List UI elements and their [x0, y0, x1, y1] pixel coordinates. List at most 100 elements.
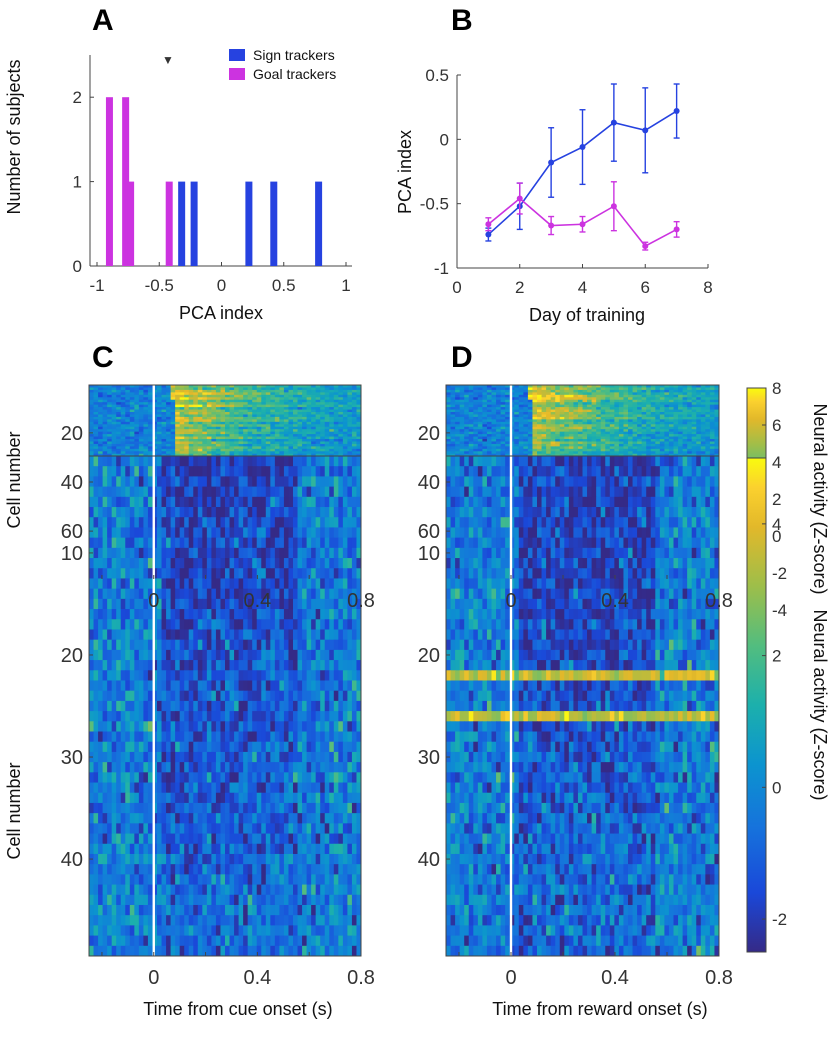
heatmap-cell — [315, 412, 321, 415]
heatmap-cell — [288, 448, 294, 452]
heatmap-cell — [329, 453, 335, 457]
heatmap-cell — [306, 394, 312, 398]
heatmap-cell — [166, 429, 172, 433]
heatmap-cell — [265, 387, 271, 391]
heatmap-cell — [293, 441, 299, 445]
heatmap-cell — [315, 446, 321, 450]
heatmap-cell — [188, 426, 194, 430]
heatmap-cell — [225, 416, 231, 420]
heatmap-cell — [256, 412, 262, 415]
heatmap-cell — [202, 409, 208, 413]
heatmap-cell — [225, 453, 231, 457]
heatmap-cell — [591, 385, 597, 388]
heatmap-cell — [329, 399, 335, 403]
heatmap-cell — [206, 426, 212, 430]
heatmap-cell — [188, 421, 194, 425]
heatmap-cell — [147, 424, 153, 428]
heatmap-cell — [315, 429, 321, 433]
heatmap-cell — [152, 412, 158, 415]
heatmap-cell — [125, 448, 131, 452]
heatmap-cell — [329, 421, 335, 425]
heatmap-cell — [193, 426, 199, 430]
heatmap-cell — [120, 404, 126, 408]
heatmap-cell — [125, 387, 131, 391]
heatmap-cell — [147, 421, 153, 425]
heatmap-cell — [283, 389, 289, 393]
heatmap-cell — [161, 389, 167, 393]
heatmap-cell — [202, 453, 208, 457]
heatmap-cell — [279, 446, 285, 450]
heatmap-cell — [193, 443, 199, 447]
heatmap-cell — [184, 448, 190, 452]
heatmap-cell — [107, 439, 113, 442]
heatmap-cell — [238, 443, 244, 447]
heatmap-cell — [238, 412, 244, 415]
heatmap-cell — [306, 446, 312, 450]
heatmap-cell — [320, 426, 326, 430]
heatmap-cell — [89, 421, 95, 425]
heatmap-cell — [338, 421, 344, 425]
heatmap-cell — [338, 399, 344, 403]
heatmap-cell — [302, 421, 308, 425]
heatmap-cell — [329, 446, 335, 450]
heatmap-cell — [320, 385, 326, 388]
heatmap-cell — [261, 434, 267, 438]
heatmap-cell — [293, 404, 299, 408]
heatmap-cell — [179, 421, 185, 425]
heatmap-cell — [333, 397, 339, 401]
heatmap-cell — [306, 439, 312, 442]
heatmap-cell — [116, 439, 122, 442]
heatmap-cell — [93, 392, 99, 396]
heatmap-cell — [220, 439, 226, 442]
heatmap-cell — [175, 404, 181, 408]
heatmap-cell — [89, 407, 95, 411]
heatmap-cell — [265, 441, 271, 445]
heatmap-cell — [225, 404, 231, 408]
heatmap-cell — [311, 399, 317, 403]
heatmap-cell — [211, 394, 217, 398]
heatmap-cell — [356, 441, 362, 445]
heatmap-cell — [546, 385, 552, 388]
heatmap-cell — [225, 397, 231, 401]
heatmap-cell — [482, 385, 488, 388]
heatmap-cell — [202, 441, 208, 445]
panel-b-point-sign — [548, 159, 555, 166]
heatmap-cell — [302, 424, 308, 428]
heatmap-cell — [111, 448, 117, 452]
heatmap-cell — [261, 416, 267, 420]
heatmap-cell — [324, 399, 330, 403]
heatmap-cell — [347, 451, 353, 455]
heatmap-cell — [170, 443, 176, 447]
heatmap-cell — [206, 429, 212, 433]
heatmap-cell — [546, 387, 552, 391]
heatmap-cell — [197, 426, 203, 430]
heatmap-cell — [220, 451, 226, 455]
heatmap-cell — [338, 389, 344, 393]
heatmap-cell — [320, 446, 326, 450]
panel-a-bar-goal-0 — [105, 97, 113, 266]
heatmap-cell — [265, 451, 271, 455]
heatmap-cell — [116, 429, 122, 433]
heatmap-cell — [229, 439, 235, 442]
heatmap-cell — [247, 385, 253, 388]
heatmap-cell — [324, 409, 330, 413]
heatmap-cell — [188, 446, 194, 450]
heatmap-cell — [184, 419, 190, 423]
heatmap-cell — [211, 441, 217, 445]
heatmap-cell — [234, 439, 240, 442]
heatmap-cell — [333, 385, 339, 388]
heatmap-cell — [324, 419, 330, 423]
heatmap-cell — [143, 429, 149, 433]
heatmap-cell — [197, 429, 203, 433]
panel-b-point-sign — [485, 231, 492, 238]
heatmap-cell — [311, 453, 317, 457]
heatmap-cell — [229, 394, 235, 398]
heatmap-cell — [184, 439, 190, 442]
heatmap-cell — [274, 404, 280, 408]
heatmap-cell — [211, 421, 217, 425]
heatmap-cell — [486, 385, 492, 388]
heatmap-cell — [591, 387, 597, 391]
heatmap-cell — [288, 385, 294, 388]
heatmap-cell — [459, 387, 465, 391]
heatmap-cell — [229, 434, 235, 438]
